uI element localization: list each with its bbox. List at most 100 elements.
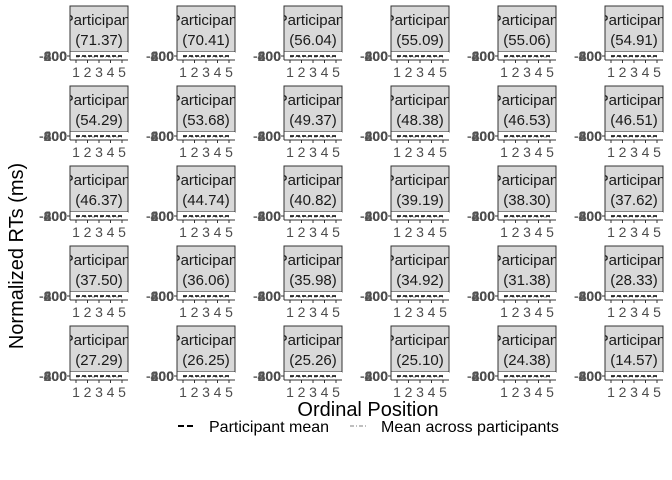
y-tick-label: 200 — [151, 368, 175, 384]
plot-area — [284, 212, 342, 220]
y-tick-label: -200 — [574, 128, 602, 144]
y-tick-label: 0 — [380, 48, 388, 64]
facet-panel: Participant (48.38) 1 2 3 4 5 -400-200020040060… — [360, 85, 450, 160]
y-tick-label: 0 — [380, 128, 388, 144]
facet-strip — [176, 325, 236, 373]
facet-panel: Participant (24.38) 1 2 3 4 5 -400-200020040060… — [467, 325, 557, 400]
y-tick-label: 600 — [472, 368, 496, 384]
y-tick-label: 0 — [166, 368, 174, 384]
x-tick-label: 1 — [500, 144, 508, 160]
facet-panel: Participant (46.37) 1 2 3 4 5 -400-200020040060… — [39, 165, 129, 240]
x-tick-label: 3 — [523, 224, 531, 240]
y-tick-label: 600 — [472, 288, 496, 304]
x-tick-label: 1 — [393, 144, 401, 160]
y-tick-label: -200 — [574, 368, 602, 384]
plot-area — [391, 212, 449, 220]
x-tick-label: 3 — [309, 304, 317, 320]
facet-strip — [283, 85, 343, 133]
x-tick-label: 3 — [95, 144, 103, 160]
plot-area — [284, 132, 342, 140]
x-tick-label: 3 — [630, 304, 638, 320]
y-tick-label: 800 — [44, 208, 68, 224]
x-tick-label: 2 — [298, 144, 306, 160]
x-tick-label: 2 — [191, 224, 199, 240]
plot-area — [391, 132, 449, 140]
y-tick-label: 400 — [365, 368, 389, 384]
y-tick-label: -400 — [467, 128, 495, 144]
facet-panel: Participant (55.06) 1 2 3 4 5 -400-200020040060… — [467, 5, 557, 80]
x-tick-label: 1 — [72, 144, 80, 160]
y-tick-label: 200 — [151, 48, 175, 64]
y-tick-label: -200 — [360, 368, 388, 384]
y-tick-label: -200 — [360, 48, 388, 64]
facet-strip-prefix: Participant — [599, 252, 671, 269]
y-tick-label: -200 — [574, 288, 602, 304]
y-tick-label: 0 — [273, 368, 281, 384]
plot-area — [391, 52, 449, 60]
x-tick-label: 1 — [500, 384, 508, 400]
plot-area — [605, 132, 663, 140]
facet-strip-text: Participant (39.19) — [391, 172, 449, 209]
y-tick-label: 0 — [487, 288, 495, 304]
x-tick-label: 2 — [191, 64, 199, 80]
x-tick-label: 5 — [225, 304, 233, 320]
facet-strip — [604, 165, 664, 213]
x-tick-label: 2 — [298, 64, 306, 80]
facet-strip-value: (40.82) — [289, 192, 337, 209]
facet-strip-prefix: Participant — [171, 92, 243, 109]
x-tick-label: 3 — [416, 304, 424, 320]
y-tick-label: 0 — [487, 128, 495, 144]
x-tick-label: 2 — [619, 304, 627, 320]
facet-strip-value: (55.09) — [396, 32, 444, 49]
facet-strip — [69, 5, 129, 53]
y-tick-label: 200 — [151, 208, 175, 224]
facet-panel: Participant (53.68) 1 2 3 4 5 -400-200020040060… — [146, 85, 243, 160]
y-tick-label: 0 — [273, 208, 281, 224]
x-tick-label: 2 — [619, 384, 627, 400]
y-tick-label: -200 — [467, 368, 495, 384]
x-tick-label: 5 — [118, 64, 126, 80]
y-tick-label: 800 — [579, 208, 603, 224]
facet-strip — [283, 245, 343, 293]
x-tick-label: 3 — [202, 224, 210, 240]
y-tick-label: 400 — [151, 48, 175, 64]
facet-panel: Participant (14.57) 1 2 3 4 5 -400-200020040060… — [574, 325, 664, 400]
x-tick-label: 5 — [439, 144, 447, 160]
facet-panel: Participant (27.29) 1 2 3 4 5 -400-200020040060… — [39, 325, 129, 400]
x-tick-label: 1 — [179, 224, 187, 240]
facet-strip — [604, 245, 664, 293]
y-tick-label: -400 — [574, 128, 602, 144]
x-tick-label: 4 — [428, 144, 436, 160]
y-tick-label: -400 — [574, 48, 602, 64]
y-tick-label: 800 — [579, 288, 603, 304]
x-tick-label: 3 — [95, 224, 103, 240]
x-tick-label: 2 — [512, 384, 520, 400]
y-tick-label: 600 — [151, 48, 175, 64]
y-tick-label: 600 — [579, 288, 603, 304]
facet-strip-text: Participant (70.41) — [177, 12, 235, 49]
y-tick-label: -400 — [39, 288, 67, 304]
y-tick-label: 200 — [579, 48, 603, 64]
facet-strip-text: Participant (55.06) — [498, 12, 556, 49]
plot-area — [177, 132, 235, 140]
facet-strip-text: Participant (56.04) — [284, 12, 342, 49]
facet-strip-prefix: Participant — [492, 92, 564, 109]
y-tick-label: 200 — [258, 368, 282, 384]
facet-strip — [176, 5, 236, 53]
y-tick-label: -400 — [146, 48, 174, 64]
y-tick-label: 400 — [258, 288, 282, 304]
x-tick-label: 5 — [653, 384, 661, 400]
x-tick-label: 5 — [332, 224, 340, 240]
x-tick-label: 4 — [535, 384, 543, 400]
y-tick-label: 600 — [579, 128, 603, 144]
facet-strip-value: (54.91) — [610, 32, 658, 49]
y-tick-label: 800 — [44, 48, 68, 64]
x-tick-label: 1 — [393, 304, 401, 320]
y-tick-label: -400 — [467, 208, 495, 224]
y-tick-label: 800 — [151, 128, 175, 144]
facet-panel: Participant (56.04) 1 2 3 4 5 -400-200020040060… — [253, 5, 343, 80]
y-tick-label: 600 — [151, 208, 175, 224]
y-tick-label: 200 — [579, 208, 603, 224]
y-tick-label: 400 — [44, 128, 68, 144]
x-tick-label: 3 — [202, 144, 210, 160]
